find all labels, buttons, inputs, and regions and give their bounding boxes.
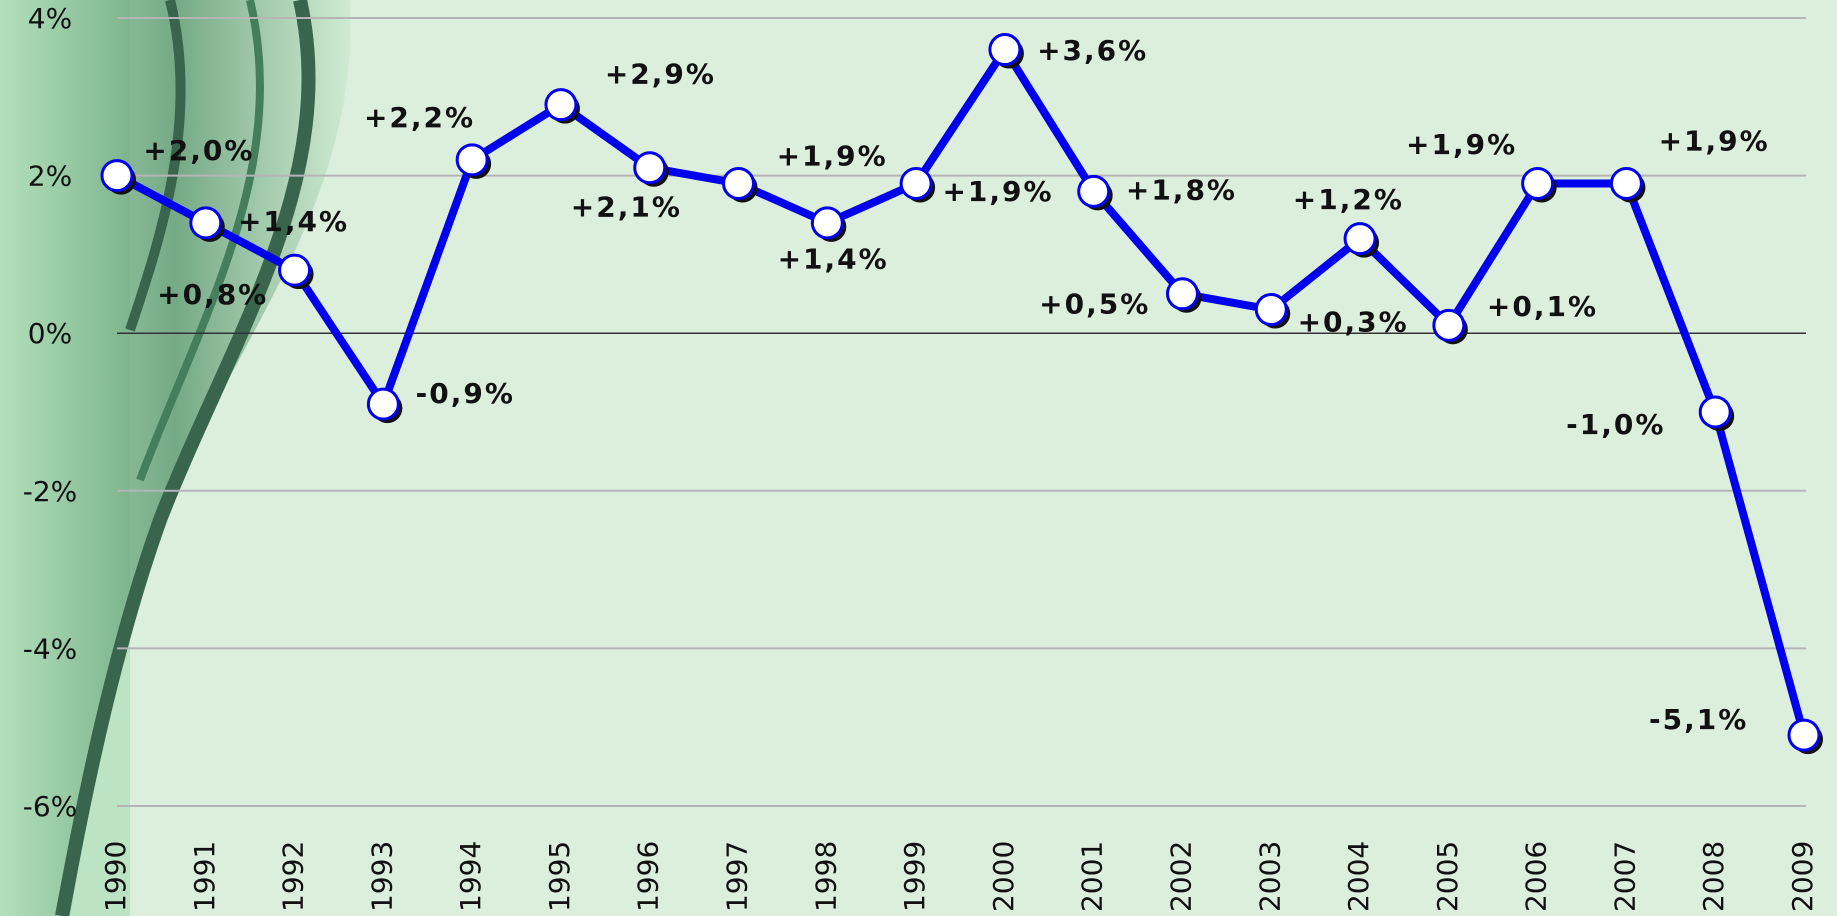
y-tick-label: -6% xyxy=(23,790,78,823)
value-label: -0,9% xyxy=(416,377,515,410)
x-tick-label: 1995 xyxy=(543,841,576,912)
y-tick-label: 4% xyxy=(28,2,72,35)
x-tick-label: 1997 xyxy=(721,841,754,912)
x-tick-label: 2001 xyxy=(1076,841,1109,912)
x-tick-label: 2005 xyxy=(1431,841,1464,912)
value-label: +1,9% xyxy=(777,140,888,173)
marker xyxy=(1523,168,1553,198)
x-tick-label: 2008 xyxy=(1697,841,1730,912)
x-tick-label: 1994 xyxy=(454,841,487,912)
x-tick-label: 1990 xyxy=(99,841,132,912)
x-tick-label: 1992 xyxy=(277,841,310,912)
x-tick-label: 1991 xyxy=(188,841,221,912)
marker xyxy=(1345,224,1375,254)
marker xyxy=(1700,397,1730,427)
chart: 4% 2% 0% -2% -4% -6% 1990 1991 1992 1993 1994 1995 1… xyxy=(0,0,1837,916)
value-label: -5,1% xyxy=(1649,703,1748,736)
x-tick-label: 2004 xyxy=(1342,841,1375,912)
x-tick-label: 1999 xyxy=(898,841,931,912)
marker xyxy=(1434,310,1464,340)
x-tick-label: 1998 xyxy=(809,841,842,912)
y-tick-label: -2% xyxy=(23,475,78,508)
value-label: +0,5% xyxy=(1039,288,1150,321)
value-label: -1,0% xyxy=(1566,408,1665,441)
value-label: +1,9% xyxy=(1659,125,1770,158)
value-label: +1,4% xyxy=(778,242,889,275)
marker xyxy=(1256,295,1286,325)
marker xyxy=(280,255,310,285)
marker xyxy=(812,208,842,238)
marker xyxy=(901,168,931,198)
marker xyxy=(1789,720,1819,750)
marker xyxy=(102,161,132,191)
marker xyxy=(1167,279,1197,309)
marker xyxy=(191,208,221,238)
marker xyxy=(724,168,754,198)
x-tick-label: 1996 xyxy=(632,841,665,912)
marker xyxy=(457,145,487,175)
marker xyxy=(990,35,1020,65)
value-label: +1,9% xyxy=(942,175,1053,208)
value-label: +0,1% xyxy=(1487,290,1598,323)
x-tick-label: 2006 xyxy=(1520,841,1553,912)
y-tick-label: -4% xyxy=(23,632,78,665)
y-tick-label: 2% xyxy=(28,160,72,193)
marker xyxy=(1611,168,1641,198)
value-label: +1,9% xyxy=(1406,128,1517,161)
value-label: +2,2% xyxy=(364,101,475,134)
value-label: +2,0% xyxy=(143,134,254,167)
value-label: +1,4% xyxy=(238,205,349,238)
x-tick-label: 1993 xyxy=(365,841,398,912)
value-label: +0,8% xyxy=(157,278,268,311)
value-label: +1,2% xyxy=(1293,183,1404,216)
value-label: +0,3% xyxy=(1298,306,1409,339)
marker xyxy=(635,153,665,183)
value-label: +2,9% xyxy=(605,57,716,90)
marker xyxy=(368,389,398,419)
y-tick-label: 0% xyxy=(28,317,72,350)
x-tick-label: 2003 xyxy=(1253,841,1286,912)
x-tick-label: 2000 xyxy=(987,841,1020,912)
x-tick-label: 2007 xyxy=(1608,841,1641,912)
x-tick-label: 2002 xyxy=(1164,841,1197,912)
marker xyxy=(546,90,576,120)
x-tick-label: 2009 xyxy=(1786,841,1819,912)
line xyxy=(117,50,1804,736)
value-label: +2,1% xyxy=(571,191,682,224)
marker xyxy=(1079,176,1109,206)
value-label: +1,8% xyxy=(1126,173,1237,206)
value-label: +3,6% xyxy=(1037,34,1148,67)
